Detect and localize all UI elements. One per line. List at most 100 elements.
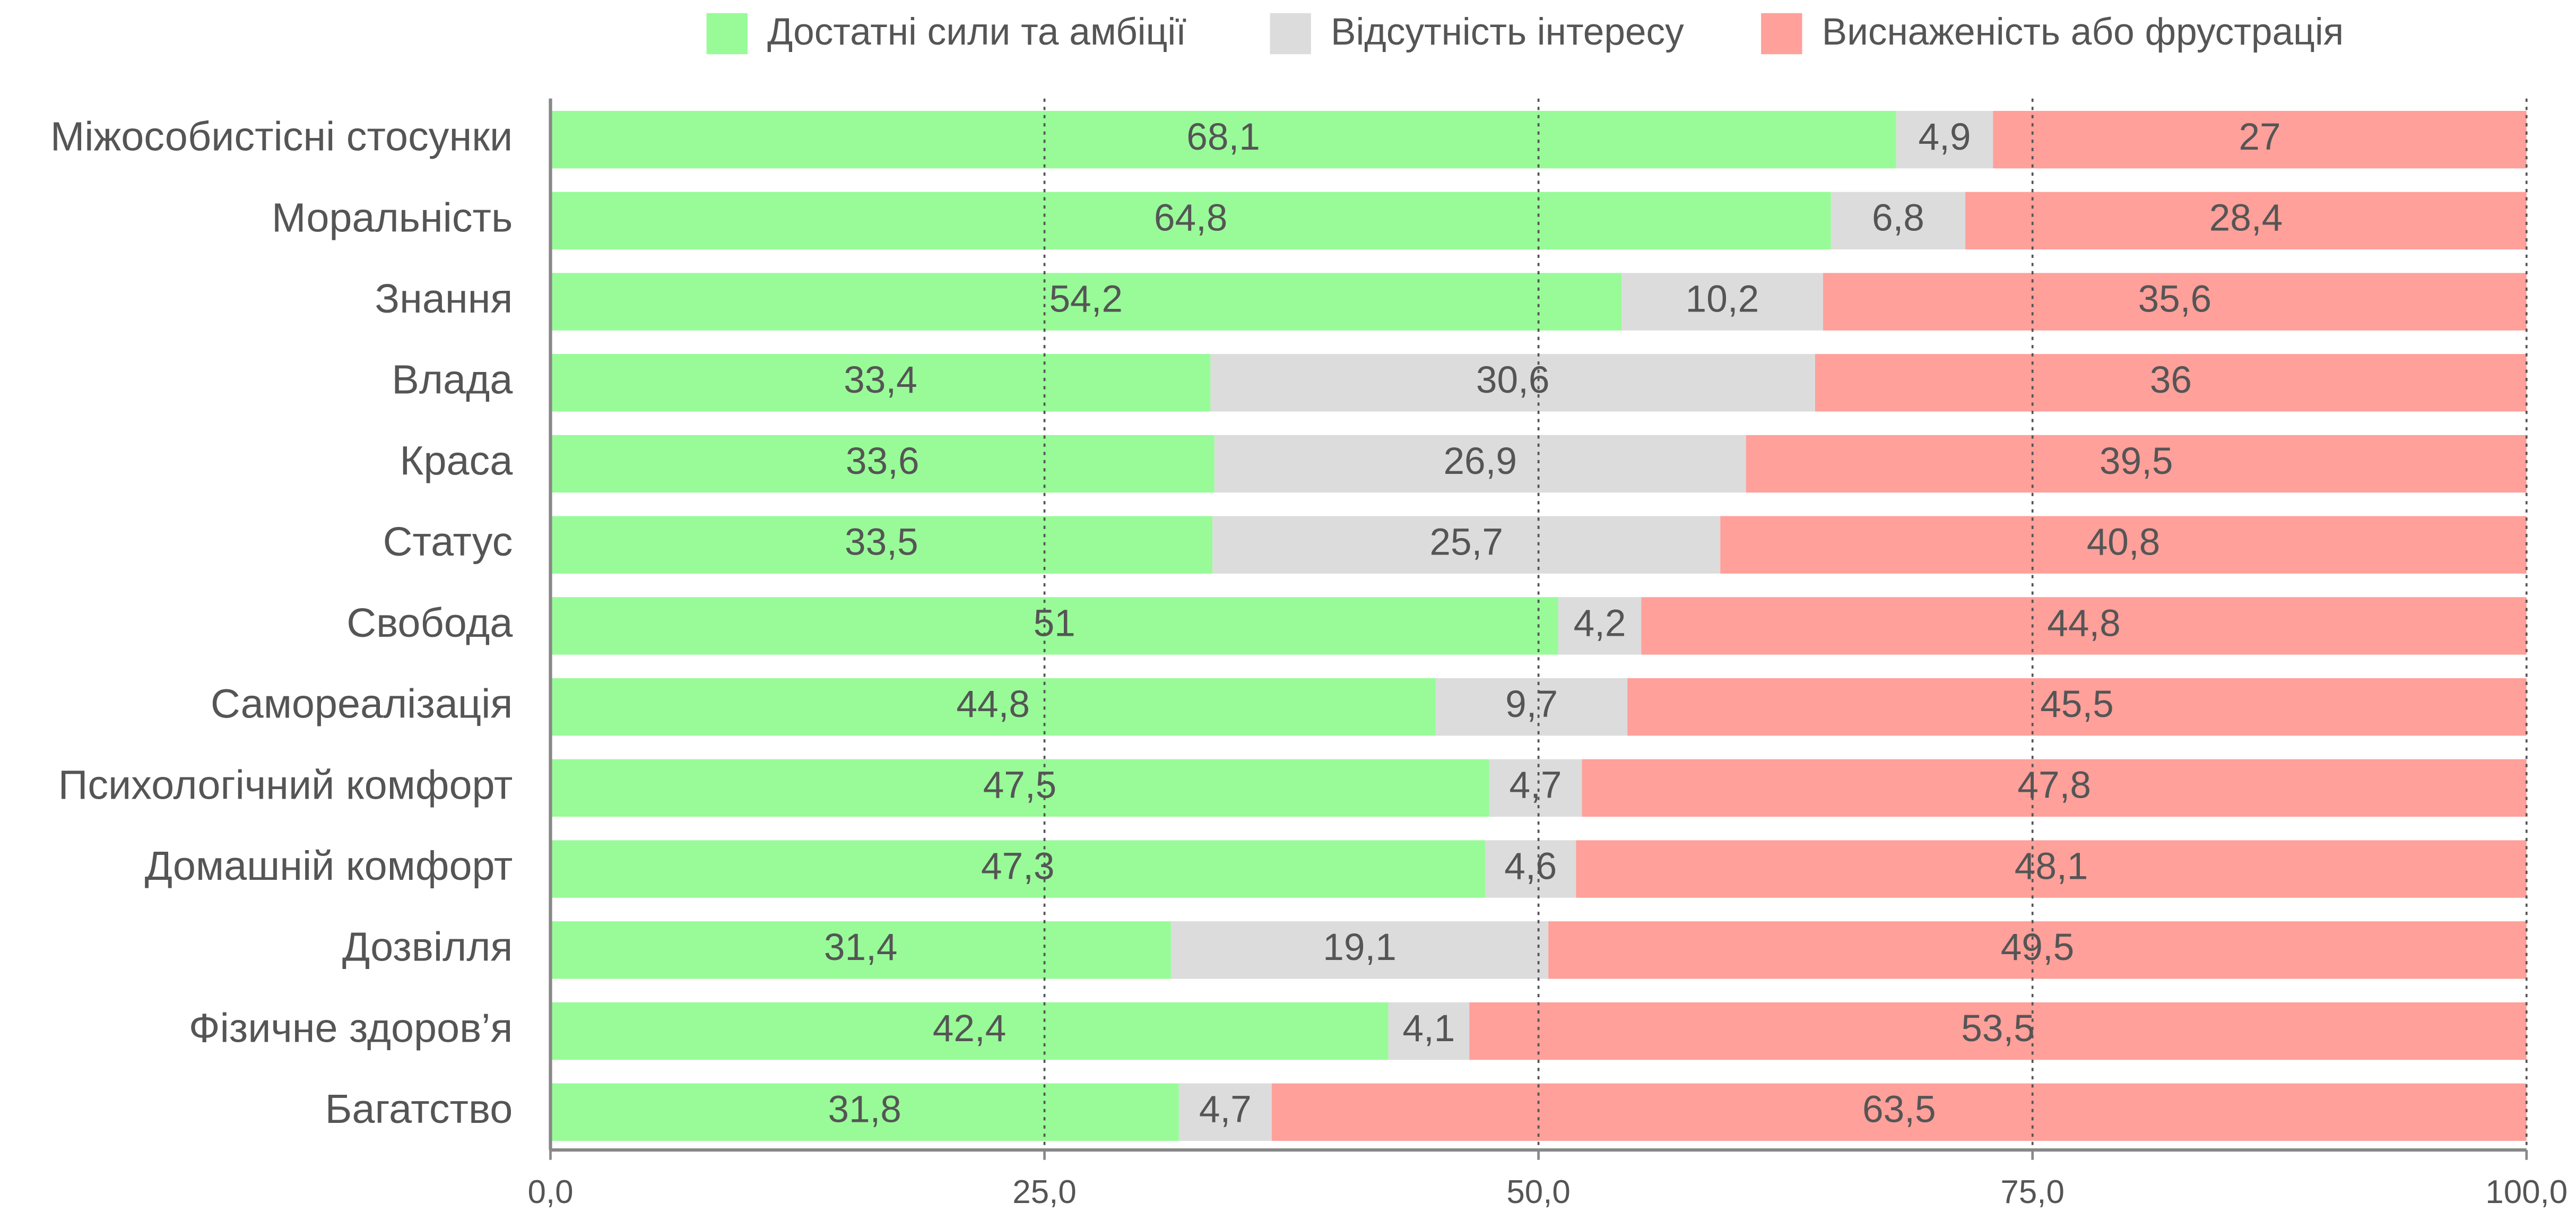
legend-label: Відсутність інтересу bbox=[1331, 11, 1684, 53]
bar-segment bbox=[1212, 516, 1721, 574]
bar-segment bbox=[1815, 354, 2527, 412]
bar-segment bbox=[1170, 921, 1549, 979]
y-tick-label: Влада bbox=[392, 357, 513, 403]
legend-swatch bbox=[1270, 13, 1311, 55]
data-label: 49,5 bbox=[2001, 927, 2075, 968]
x-tick-label: 100,0 bbox=[2485, 1174, 2568, 1210]
data-label: 42,4 bbox=[933, 1008, 1007, 1050]
bar-segment bbox=[1558, 597, 1642, 655]
bar-segment bbox=[1548, 921, 2527, 979]
data-label: 28,4 bbox=[2209, 197, 2283, 239]
y-tick-label: Психологічний комфорт bbox=[58, 762, 513, 808]
bar-segment bbox=[550, 840, 1486, 898]
bar-segment bbox=[1210, 354, 1816, 412]
bar-segment bbox=[1641, 597, 2527, 655]
bar-segment bbox=[550, 921, 1171, 979]
y-tick-label: Знання bbox=[375, 276, 513, 322]
bar-segment bbox=[1469, 1002, 2527, 1060]
y-tick-label: Міжособистісні стосунки bbox=[50, 114, 513, 160]
bar-segment bbox=[1627, 678, 2527, 736]
data-label: 33,6 bbox=[846, 440, 920, 482]
data-label: 64,8 bbox=[1154, 197, 1228, 239]
bar-segment bbox=[1965, 192, 2527, 250]
data-label: 9,7 bbox=[1505, 683, 1558, 725]
data-label: 4,9 bbox=[1918, 116, 1971, 158]
data-label: 47,5 bbox=[983, 765, 1057, 807]
bar-segment bbox=[1214, 435, 1746, 493]
y-tick-label: Краса bbox=[400, 438, 513, 483]
bar-segment bbox=[1831, 192, 1966, 250]
data-label: 4,2 bbox=[1574, 602, 1626, 644]
bar-segment bbox=[550, 110, 1896, 169]
x-tick-label: 25,0 bbox=[1012, 1174, 1077, 1210]
data-label: 47,3 bbox=[981, 845, 1055, 887]
data-label: 44,8 bbox=[2047, 602, 2121, 644]
bar-segment bbox=[1993, 110, 2527, 169]
y-tick-label: Дозвілля bbox=[342, 924, 513, 970]
legend-swatch bbox=[1761, 13, 1802, 55]
bar-segment bbox=[1489, 759, 1582, 817]
bar-segment bbox=[1823, 273, 2527, 331]
data-label: 10,2 bbox=[1686, 278, 1759, 320]
y-tick-label: Свобода bbox=[346, 600, 513, 646]
bar-segment bbox=[550, 354, 1211, 412]
bar-segment bbox=[550, 1083, 1179, 1141]
bar-segment bbox=[550, 435, 1215, 493]
bar-segment bbox=[550, 192, 1831, 250]
bar-segment bbox=[1485, 840, 1576, 898]
bar-segment bbox=[1576, 840, 2527, 898]
bar-segment bbox=[1621, 273, 1823, 331]
y-tick-label: Фізичне здоров’я bbox=[189, 1005, 513, 1051]
data-label: 35,6 bbox=[2138, 278, 2212, 320]
data-label: 53,5 bbox=[1961, 1008, 2035, 1050]
data-label: 4,6 bbox=[1504, 845, 1557, 887]
legend-label: Виснаженість або фрустрація bbox=[1822, 11, 2344, 53]
bar-segment bbox=[550, 759, 1489, 817]
data-label: 33,4 bbox=[844, 359, 917, 401]
data-label: 26,9 bbox=[1443, 440, 1517, 482]
bar-segment bbox=[1435, 678, 1628, 736]
bar-segment bbox=[1582, 759, 2527, 817]
bar-segment bbox=[1388, 1002, 1470, 1060]
bar-segment bbox=[1896, 110, 1993, 169]
data-label: 30,6 bbox=[1476, 359, 1550, 401]
data-label: 4,7 bbox=[1510, 765, 1562, 807]
data-label: 36 bbox=[2150, 359, 2192, 401]
bar-segment bbox=[1178, 1083, 1272, 1141]
data-label: 51 bbox=[1034, 602, 1075, 644]
bar-segment bbox=[1746, 435, 2527, 493]
bar-segment bbox=[550, 1002, 1389, 1060]
legend-swatch bbox=[706, 13, 748, 55]
data-label: 27 bbox=[2239, 116, 2280, 158]
data-label: 47,8 bbox=[2017, 765, 2091, 807]
y-tick-label: Самореалізація bbox=[211, 681, 513, 727]
data-label: 33,5 bbox=[845, 522, 918, 564]
data-label: 40,8 bbox=[2087, 522, 2161, 564]
data-label: 25,7 bbox=[1429, 522, 1503, 564]
y-tick-label: Статус bbox=[383, 519, 513, 565]
y-tick-label: Домашній комфорт bbox=[145, 843, 513, 889]
bar-segment bbox=[1720, 516, 2527, 574]
bar-segment bbox=[550, 678, 1436, 736]
legend-label: Достатні сили та амбіції bbox=[767, 11, 1186, 53]
bar-segment bbox=[550, 597, 1558, 655]
data-label: 39,5 bbox=[2100, 440, 2173, 482]
data-label: 68,1 bbox=[1186, 116, 1260, 158]
x-tick-label: 75,0 bbox=[2000, 1174, 2065, 1210]
data-label: 6,8 bbox=[1872, 197, 1924, 239]
data-label: 4,7 bbox=[1199, 1089, 1252, 1131]
bar-segment bbox=[550, 516, 1213, 574]
y-tick-label: Моральність bbox=[272, 195, 513, 240]
data-label: 48,1 bbox=[2015, 845, 2088, 887]
data-label: 19,1 bbox=[1323, 927, 1397, 968]
x-tick-label: 0,0 bbox=[527, 1174, 573, 1210]
data-label: 4,1 bbox=[1402, 1008, 1455, 1050]
data-label: 44,8 bbox=[956, 683, 1030, 725]
bar-segment bbox=[1271, 1083, 2527, 1141]
x-tick-label: 50,0 bbox=[1506, 1174, 1571, 1210]
data-label: 31,8 bbox=[828, 1089, 901, 1131]
y-tick-label: Багатство bbox=[325, 1086, 513, 1132]
data-label: 54,2 bbox=[1049, 278, 1123, 320]
data-label: 45,5 bbox=[2040, 683, 2114, 725]
